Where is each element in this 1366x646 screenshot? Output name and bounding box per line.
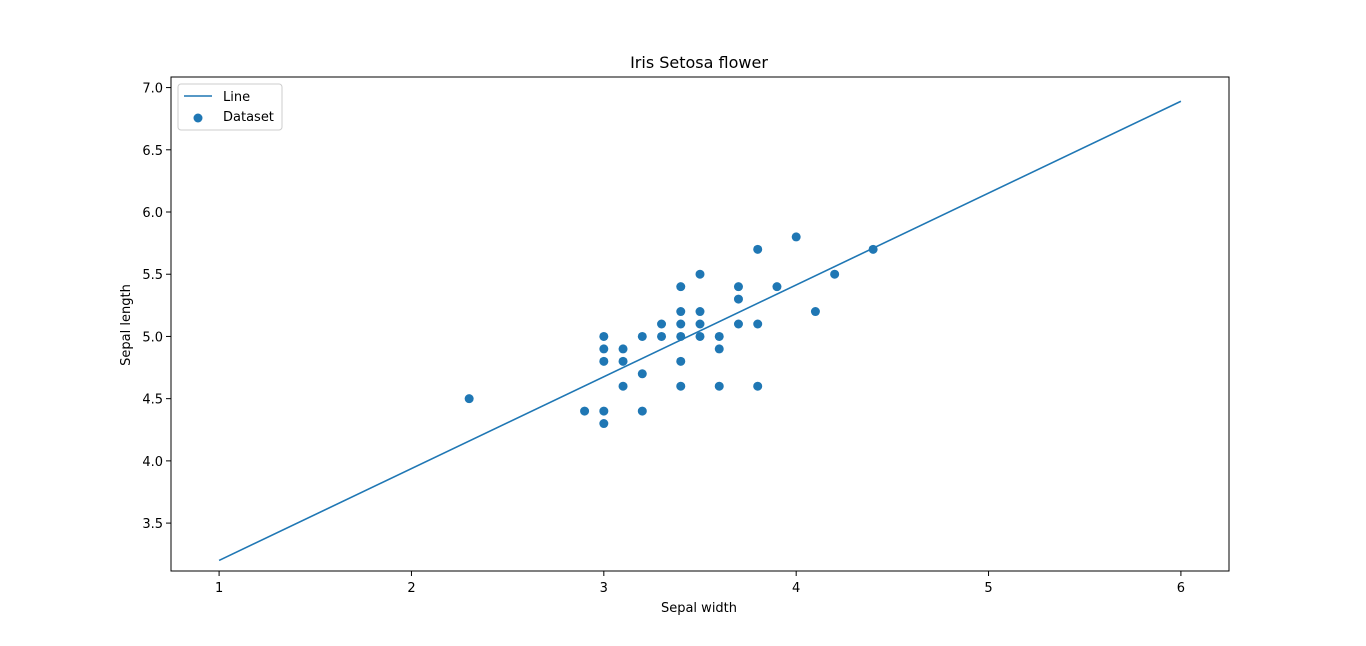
scatter-point xyxy=(657,331,667,341)
scatter-point xyxy=(733,319,743,329)
scatter-point xyxy=(695,331,705,341)
legend-label: Dataset xyxy=(223,110,274,125)
scatter-point xyxy=(676,282,686,292)
scatter-point xyxy=(695,269,705,279)
x-axis-label: Sepal width xyxy=(661,601,737,616)
legend-label: Line xyxy=(223,90,250,105)
legend-marker-swatch xyxy=(193,113,203,123)
series-line xyxy=(218,100,1182,562)
scatter-point xyxy=(714,381,724,391)
scatter-point xyxy=(676,381,686,391)
y-tick-label: 5.0 xyxy=(142,330,163,345)
scatter-point xyxy=(637,331,647,341)
scatter-point xyxy=(753,244,763,254)
scatter-point xyxy=(753,381,763,391)
scatter-point xyxy=(676,356,686,366)
y-axis-label: Sepal length xyxy=(119,284,134,366)
y-tick-label: 6.0 xyxy=(142,206,163,221)
chart-title: Iris Setosa flower xyxy=(630,53,768,72)
scatter-point xyxy=(868,244,878,254)
scatter-point xyxy=(695,319,705,329)
scatter-point xyxy=(714,344,724,354)
scatter-point xyxy=(791,232,801,242)
y-tick-label: 4.0 xyxy=(142,455,163,470)
scatter-point xyxy=(618,381,628,391)
scatter-point xyxy=(676,331,686,341)
scatter-point xyxy=(733,282,743,292)
scatter-point xyxy=(753,319,763,329)
y-tick-label: 4.5 xyxy=(142,393,163,408)
x-tick-label: 1 xyxy=(215,581,223,596)
x-tick-label: 3 xyxy=(600,581,608,596)
scatter-point xyxy=(676,307,686,317)
scatter-point xyxy=(464,394,474,404)
scatter-point xyxy=(618,356,628,366)
scatter-point xyxy=(714,331,724,341)
x-tick-label: 2 xyxy=(407,581,415,596)
x-tick-label: 5 xyxy=(984,581,992,596)
y-tick-label: 5.5 xyxy=(142,268,163,283)
scatter-point xyxy=(599,419,609,429)
scatter-point xyxy=(618,344,628,354)
scatter-point xyxy=(599,344,609,354)
y-tick-label: 6.5 xyxy=(142,144,163,159)
scatter-point xyxy=(830,269,840,279)
scatter-point xyxy=(580,406,590,416)
scatter-point xyxy=(810,307,820,317)
axes-frame xyxy=(170,76,1230,572)
scatter-point xyxy=(733,294,743,304)
scatter-point xyxy=(772,282,782,292)
scatter-point xyxy=(695,307,705,317)
scatter-point xyxy=(657,319,667,329)
scatter-point xyxy=(676,319,686,329)
x-tick-label: 4 xyxy=(792,581,800,596)
scatter-point xyxy=(599,331,609,341)
x-tick-label: 6 xyxy=(1177,581,1185,596)
scatter-point xyxy=(637,406,647,416)
legend: Line Dataset xyxy=(177,83,283,131)
y-tick-label: 7.0 xyxy=(142,82,163,97)
y-tick-label: 3.5 xyxy=(142,517,163,532)
scatter-point xyxy=(599,406,609,416)
scatter-point xyxy=(637,369,647,379)
scatter-point xyxy=(599,356,609,366)
